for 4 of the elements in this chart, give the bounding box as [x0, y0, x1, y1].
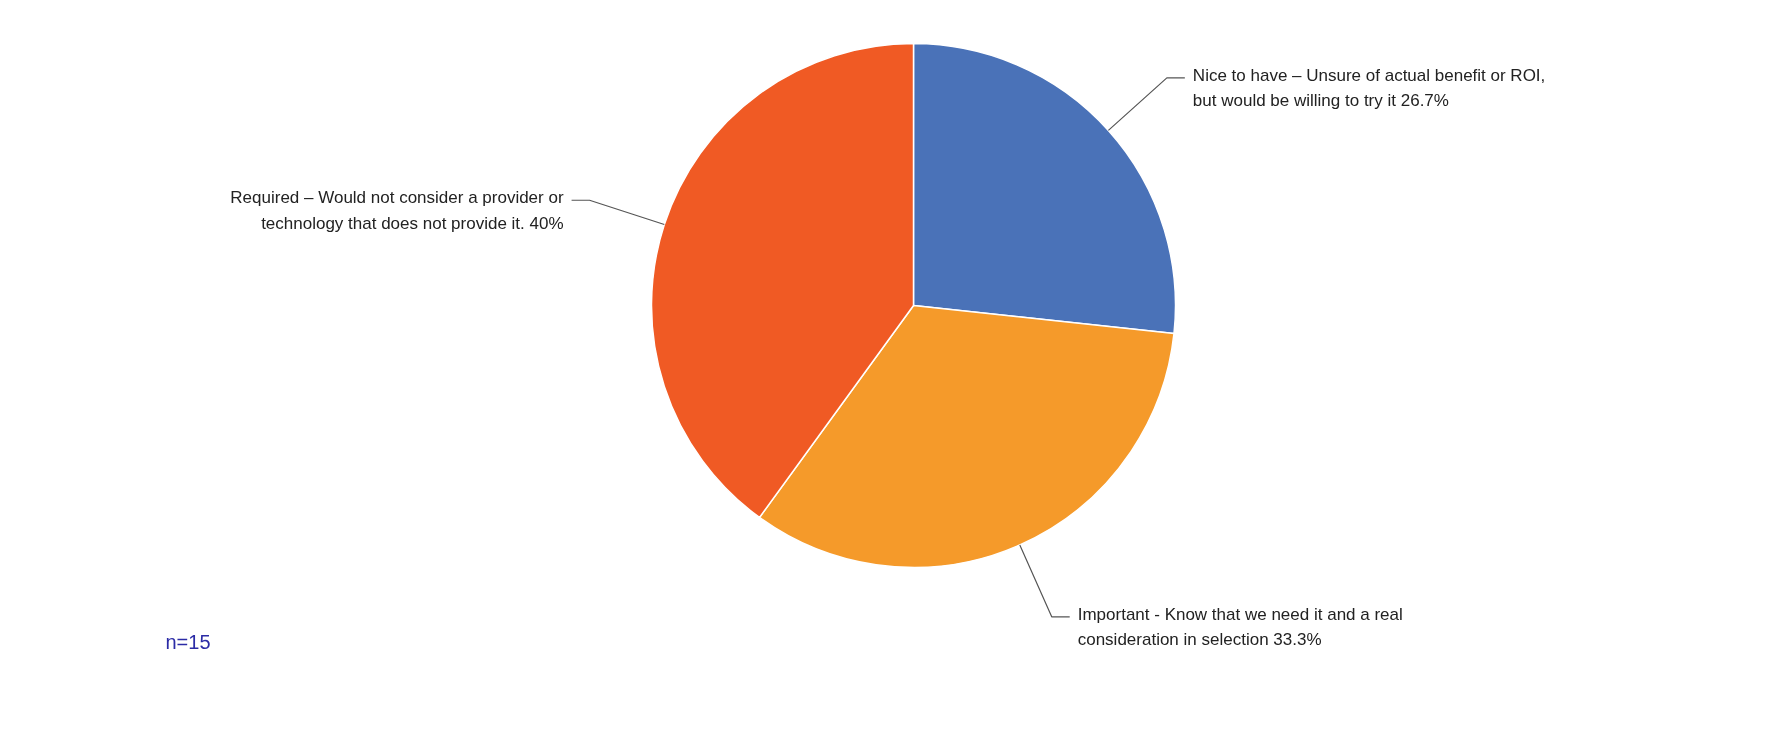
- slice-label: Required – Would not consider a provider or technology that does not provide it. 40%: [230, 188, 564, 233]
- slice-label: Nice to have – Unsure of actual benefit or ROI, but would be willing to try it 26.7%: [1192, 65, 1546, 111]
- text: n=15: [165, 630, 211, 653]
- slice-label: Important - Know that we need it and a real consideration in selection 33.3%: [1077, 604, 1403, 650]
